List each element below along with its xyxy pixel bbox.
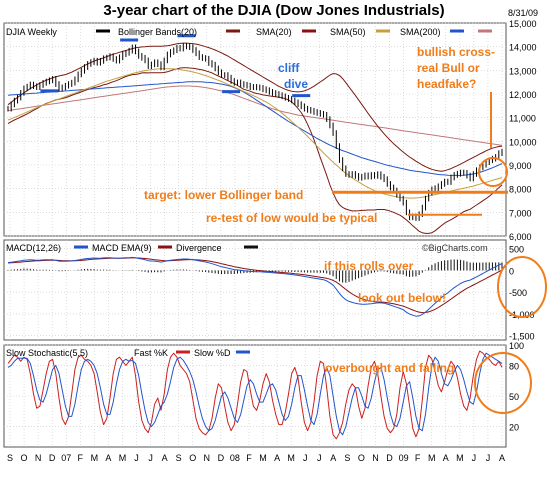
price-y-tick: 15,000 [509, 19, 537, 29]
annotation-overbought: overbought and falling [325, 361, 454, 375]
x-tick-label: J [472, 453, 477, 463]
stoch-legend-label: Slow %D [194, 348, 231, 358]
macd-ema-line [7, 257, 503, 314]
x-tick-label: M [119, 453, 127, 463]
sma200-line [7, 81, 503, 176]
macd-y-tick: 500 [509, 245, 524, 255]
x-tick-label: F [415, 453, 421, 463]
macd-y-tick: -1,000 [509, 310, 535, 320]
annotation-headfake: headfake? [417, 77, 476, 91]
macd-legend-label: MACD(12,26) [6, 243, 61, 253]
price-y-tick: 7,000 [509, 208, 532, 218]
price-legend-label: DJIA Weekly [6, 27, 57, 37]
stoch-y-tick: 100 [509, 341, 524, 351]
x-tick-label: 08 [230, 453, 240, 463]
stoch-y-tick: 80 [509, 361, 519, 371]
sma-red-line [7, 85, 503, 146]
price-legend-label: SMA(200) [400, 27, 441, 37]
price-legend-label: Bollinger Bands(20) [118, 27, 197, 37]
annotation-cliff: cliff [278, 61, 300, 75]
x-tick-label: M [456, 453, 464, 463]
x-tick-label: S [7, 453, 13, 463]
x-tick-label: F [78, 453, 84, 463]
price-panel [3, 22, 507, 237]
price-y-tick: 11,000 [509, 114, 536, 124]
x-tick-label: A [330, 453, 336, 463]
x-tick-label: J [486, 453, 491, 463]
price-y-tick: 10,000 [509, 137, 537, 147]
page-title: 3-year chart of the DJIA (Dow Jones Indu… [103, 2, 445, 19]
date-stamp: 8/31/09 [508, 8, 538, 18]
macd-line [7, 256, 503, 317]
macd-panel [3, 239, 507, 341]
x-tick-label: D [218, 453, 225, 463]
x-tick-label: N [372, 453, 379, 463]
price-legend-label: SMA(20) [256, 27, 292, 37]
macd-y-tick: -500 [509, 288, 527, 298]
annotation-bullish: bullish cross- [417, 45, 495, 59]
x-tick-label: A [105, 453, 111, 463]
price-y-tick: 6,000 [509, 232, 532, 242]
x-tick-label: F [246, 453, 252, 463]
annotation-circle-price [478, 157, 508, 187]
x-tick-label: M [91, 453, 99, 463]
annotation-dive: dive [284, 77, 308, 91]
annotation-circle-macd [497, 256, 547, 318]
slow-d-line [7, 352, 503, 436]
annotation-realbull: real Bull or [417, 61, 480, 75]
x-tick-label: M [287, 453, 295, 463]
x-tick-label: S [176, 453, 182, 463]
stoch-y-tick: 20 [509, 423, 519, 433]
x-tick-label: J [317, 453, 322, 463]
annotation-circle-stoch [474, 352, 532, 414]
x-tick-label: J [303, 453, 308, 463]
price-legend-label: SMA(50) [330, 27, 366, 37]
sma50-line [7, 68, 503, 199]
x-tick-label: A [162, 453, 168, 463]
annotation-rolls-over: if this rolls over [324, 259, 414, 273]
macd-y-tick: -1,500 [509, 332, 535, 342]
x-tick-label: N [204, 453, 211, 463]
annotation-target: target: lower Bollinger band [144, 188, 303, 202]
macd-legend-label: MACD EMA(9) [92, 243, 152, 253]
price-y-tick: 12,000 [509, 90, 537, 100]
x-tick-label: D [49, 453, 56, 463]
x-tick-label: N [35, 453, 42, 463]
x-tick-label: M [259, 453, 267, 463]
annotation-look-out: look out below! [358, 291, 446, 305]
x-tick-label: D [386, 453, 393, 463]
x-tick-label: O [358, 453, 365, 463]
fast-k-line [7, 350, 503, 440]
x-tick-label: J [134, 453, 139, 463]
credit-text: ©BigCharts.com [422, 243, 488, 253]
stoch-legend-label: Slow Stochastic(5,5) [6, 348, 88, 358]
price-y-tick: 8,000 [509, 185, 532, 195]
stoch-legend-label: Fast %K [134, 348, 168, 358]
x-tick-label: A [274, 453, 280, 463]
stoch-y-tick: 50 [509, 392, 519, 402]
x-tick-label: O [189, 453, 196, 463]
price-y-tick: 14,000 [509, 43, 537, 53]
x-tick-label: J [148, 453, 153, 463]
macd-legend-label: Divergence [176, 243, 222, 253]
x-tick-label: A [499, 453, 505, 463]
annotation-retest: re-test of low would be typical [206, 211, 377, 225]
x-tick-label: A [443, 453, 449, 463]
x-tick-label: 07 [61, 453, 71, 463]
price-y-tick: 9,000 [509, 161, 532, 171]
price-y-tick: 13,000 [509, 66, 537, 76]
x-tick-label: O [21, 453, 28, 463]
x-tick-label: M [428, 453, 436, 463]
x-tick-label: 09 [399, 453, 409, 463]
x-tick-label: S [344, 453, 350, 463]
macd-y-tick: 0 [509, 266, 514, 276]
